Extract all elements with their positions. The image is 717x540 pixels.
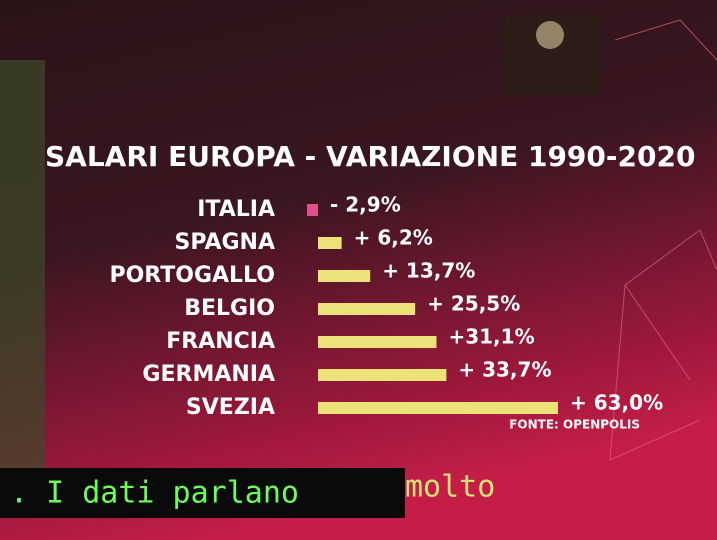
category-label: GERMANIA — [142, 362, 275, 387]
side-image — [0, 60, 45, 500]
bar — [318, 237, 342, 249]
value-label: + 25,5% — [427, 292, 520, 316]
category-label: BELGIO — [184, 296, 275, 321]
bar — [318, 402, 558, 414]
value-label: + 6,2% — [354, 226, 433, 250]
source: FONTE: OPENPOLIS — [509, 418, 640, 432]
value-label: +31,1% — [448, 325, 534, 349]
bar — [318, 336, 437, 348]
value-label: + 13,7% — [382, 259, 475, 283]
category-label: SVEZIA — [186, 395, 275, 420]
value-label: + 33,7% — [458, 358, 551, 382]
bar — [318, 270, 371, 282]
category-label: ITALIA — [197, 197, 275, 222]
value-label: + 63,0% — [570, 391, 663, 415]
bar — [318, 369, 447, 381]
chart-title: SALARI EUROPA - VARIAZIONE 1990-2020 — [45, 140, 695, 173]
bar — [318, 303, 416, 315]
network-lines — [609, 19, 717, 461]
category-label: PORTOGALLO — [109, 263, 275, 288]
ticker-continuation: molto — [405, 470, 495, 505]
category-label: SPAGNA — [175, 230, 275, 255]
ticker-text: . I dati parlano — [10, 476, 299, 511]
lamp — [536, 21, 564, 49]
bar — [306, 204, 318, 216]
value-label: - 2,9% — [330, 193, 401, 217]
ticker-bar — [0, 468, 405, 518]
category-label: FRANCIA — [166, 329, 275, 354]
